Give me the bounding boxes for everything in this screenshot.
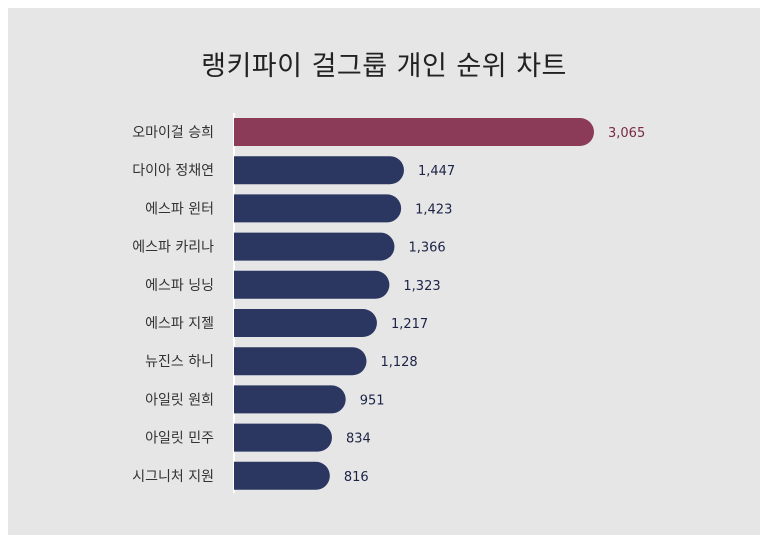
value-label: 1,128 [380, 355, 417, 370]
bar-5 [234, 270, 390, 299]
category-label: 에스파 지젤 [145, 316, 214, 332]
bar-7 [234, 347, 367, 376]
value-label: 834 [346, 432, 371, 447]
category-label: 오마이걸 승희 [132, 125, 214, 141]
category-label: 아일릿 원희 [145, 392, 214, 408]
bar-2 [234, 156, 404, 185]
bar-3 [234, 194, 402, 223]
value-label: 1,323 [403, 279, 440, 294]
category-label: 에스파 카리나 [132, 240, 214, 256]
bar-10 [234, 461, 330, 490]
bar-1 [234, 118, 594, 146]
value-label: 1,423 [415, 202, 452, 217]
category-label: 뉴진스 하니 [145, 354, 214, 370]
chart-background [8, 8, 760, 535]
bar-6 [234, 309, 377, 338]
value-label: 951 [360, 393, 385, 408]
bar-8 [234, 385, 346, 414]
category-label: 다이아 정채연 [132, 163, 214, 179]
value-label: 1,366 [408, 241, 445, 256]
value-label: 3,065 [608, 126, 645, 141]
category-label: 에스파 닝닝 [145, 278, 214, 294]
chart-title: 랭키파이 걸그룹 개인 순위 차트 [201, 51, 567, 82]
bar-9 [234, 423, 332, 452]
value-label: 816 [344, 470, 369, 485]
category-label: 에스파 윈터 [145, 201, 214, 217]
bar-4 [234, 232, 395, 261]
category-label: 시그니처 지원 [132, 469, 214, 485]
value-label: 1,447 [418, 164, 455, 179]
category-label: 아일릿 민주 [145, 431, 214, 447]
value-label: 1,217 [391, 317, 428, 332]
